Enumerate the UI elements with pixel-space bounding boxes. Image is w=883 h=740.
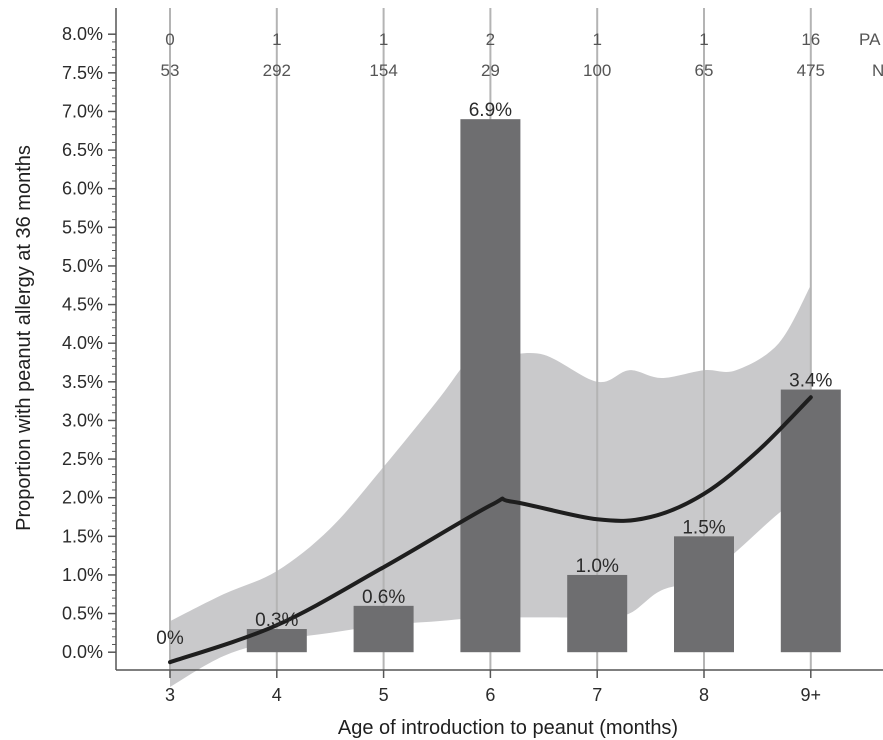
bar-value-label: 0% xyxy=(156,628,184,649)
n-count: 53 xyxy=(161,61,180,80)
labels-layer: 0% 0.3% 0.6% 6.9% 1.0% 1.5% 3.4% xyxy=(156,100,832,649)
n-count: 65 xyxy=(695,61,714,80)
top-counts-layer: 0 1 1 2 1 1 16 53 292 154 29 100 65 475 PA N xyxy=(161,30,883,80)
y-tick-label: 2.0% xyxy=(62,488,103,508)
x-tick-label: 8 xyxy=(699,685,709,705)
bars-layer xyxy=(246,119,841,653)
bar-value-label: 3.4% xyxy=(789,371,832,392)
y-tick-label: 6.5% xyxy=(62,140,103,160)
n-count: 100 xyxy=(583,61,611,80)
n-count: 292 xyxy=(263,61,291,80)
x-tick-label: 3 xyxy=(165,685,175,705)
y-axis-title: Proportion with peanut allergy at 36 mon… xyxy=(13,145,35,531)
pa-count: 1 xyxy=(379,30,388,49)
pa-count: 1 xyxy=(272,30,281,49)
y-tick-label: 1.5% xyxy=(62,526,103,546)
x-tick-label: 7 xyxy=(592,685,602,705)
curve-layer xyxy=(168,395,813,665)
x-tick-label: 5 xyxy=(379,685,389,705)
y-tick-label: 0.5% xyxy=(62,604,103,624)
y-tick-label: 8.0% xyxy=(62,24,103,44)
y-tick-label: 2.5% xyxy=(62,449,103,469)
n-count: 475 xyxy=(797,61,825,80)
pa-count: 16 xyxy=(801,30,820,49)
pa-count: 1 xyxy=(592,30,601,49)
y-tick-label: 7.5% xyxy=(62,63,103,83)
y-tick-label: 3.5% xyxy=(62,372,103,392)
bar-value-label: 0.3% xyxy=(255,610,298,631)
bar-5 xyxy=(353,605,414,653)
y-tick-label: 3.0% xyxy=(62,410,103,430)
bar-7 xyxy=(567,574,628,653)
y-tick-label: 0.0% xyxy=(62,642,103,662)
x-tick-label: 9+ xyxy=(801,685,822,705)
bar-value-label: 1.5% xyxy=(682,517,725,538)
x-tick-label: 4 xyxy=(272,685,282,705)
pa-count: 1 xyxy=(699,30,708,49)
y-tick-label: 4.0% xyxy=(62,333,103,353)
x-axis-title: Age of introduction to peanut (months) xyxy=(338,717,678,739)
pa-count: 2 xyxy=(486,30,495,49)
y-tick-label: 1.0% xyxy=(62,565,103,585)
bar-8 xyxy=(674,536,734,653)
n-row-label: N xyxy=(872,61,883,80)
bar-6 xyxy=(460,119,521,653)
bar-9+ xyxy=(780,389,841,653)
bar-4 xyxy=(246,629,307,653)
x-tick-label: 6 xyxy=(485,685,495,705)
bar-value-label: 6.9% xyxy=(469,100,512,121)
pa-count: 0 xyxy=(165,30,174,49)
n-count: 29 xyxy=(481,61,500,80)
fitted-curve xyxy=(168,395,813,665)
y-tick-label: 4.5% xyxy=(62,295,103,315)
y-tick-label: 7.0% xyxy=(62,101,103,121)
pa-row-label: PA xyxy=(859,30,881,49)
axes-layer: 0.0% 0.5% 1.0% 1.5% 2.0% 2.5% 3.0% 3.5% 4.0% 4.5%… xyxy=(62,8,883,705)
y-tick-label: 6.0% xyxy=(62,179,103,199)
bar-value-label: 1.0% xyxy=(576,556,619,577)
bar-value-label: 0.6% xyxy=(362,587,405,608)
y-tick-label: 5.0% xyxy=(62,256,103,276)
n-count: 154 xyxy=(369,61,397,80)
y-tick-label: 5.5% xyxy=(62,217,103,237)
